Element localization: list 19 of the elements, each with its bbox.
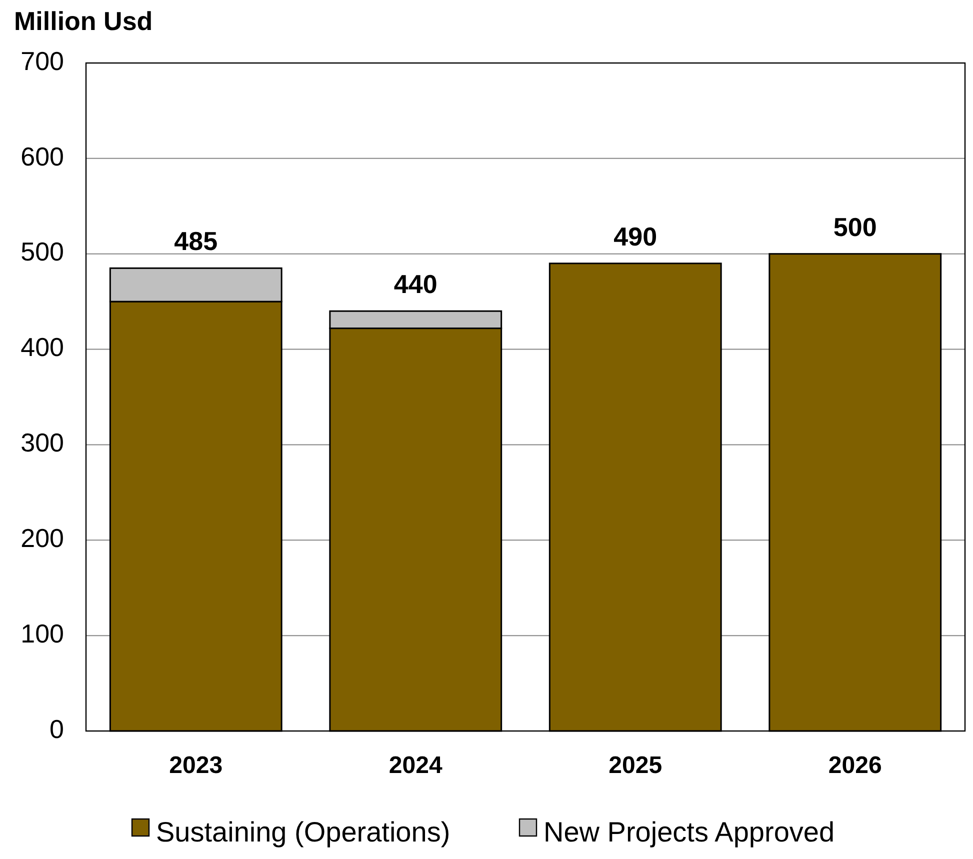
y-tick-label: 500 [20,236,64,267]
y-tick-label: 600 [20,141,64,172]
y-tick-label: 0 [50,714,64,744]
total-label: 500 [833,212,877,242]
y-tick-label: 200 [20,523,64,554]
total-label: 485 [174,226,218,256]
y-axis-title: Million Usd [14,6,153,36]
y-tick-label: 100 [20,618,64,648]
y-tick-label: 300 [20,428,64,458]
total-label: 490 [614,221,658,252]
x-tick-label: 2023 [169,752,223,779]
legend-label: New Projects Approved [544,816,835,848]
x-tick-label: 2025 [608,752,662,779]
x-tick-label: 2026 [828,752,882,779]
x-tick-label: 2024 [388,752,443,779]
total-label: 440 [394,269,438,300]
y-tick-label: 400 [20,332,64,362]
y-tick-label: 700 [20,46,64,76]
legend-label: Sustaining (Operations) [156,816,450,848]
